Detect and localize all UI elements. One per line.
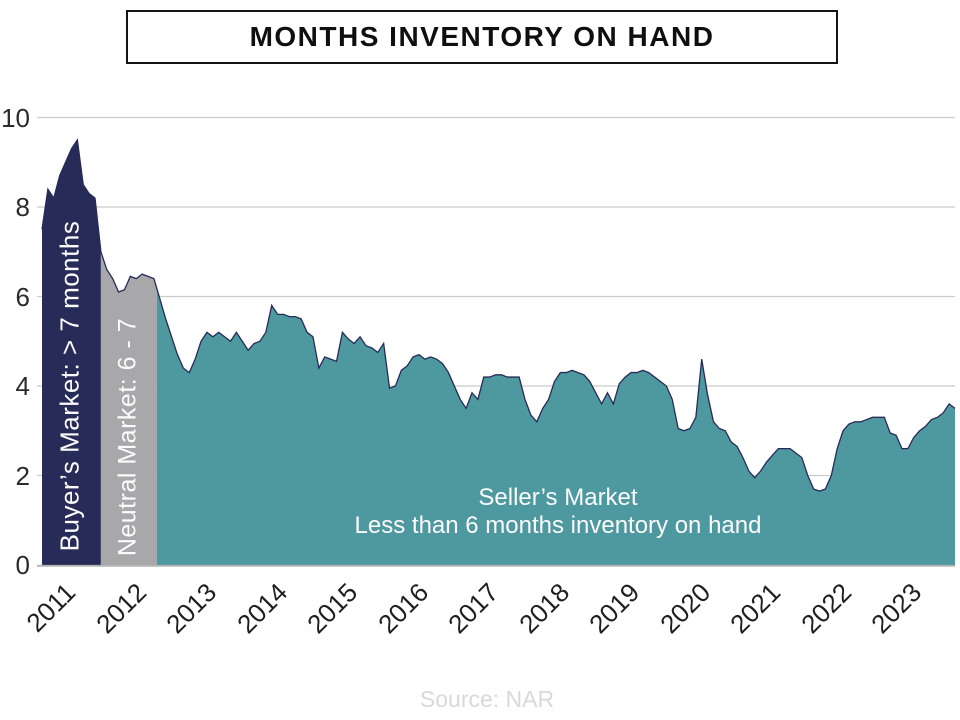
y-axis-tick-label-6: 6	[15, 281, 30, 312]
y-axis-tick-label-0: 0	[15, 550, 30, 580]
sellers-market-label: Seller’s Market Less than 6 months inven…	[355, 484, 762, 540]
y-axis-tick-label-10: 10	[1, 102, 30, 133]
area-chart-svg	[37, 116, 956, 567]
neutral-market-area	[100, 251, 157, 565]
buyers-market-label: Buyer’s Market: > 7 months	[54, 220, 85, 552]
sellers-market-label-line1: Seller’s Market	[478, 484, 638, 511]
y-axis-tick-label-4: 4	[15, 371, 30, 401]
sellers-market-area	[156, 288, 955, 565]
title-box: MONTHS INVENTORY ON HAND	[126, 10, 838, 64]
y-axis-tick-label-2: 2	[15, 460, 30, 491]
y-axis-tick-label-8: 8	[15, 192, 30, 222]
neutral-market-label: Neutral Market: 6 - 7	[113, 317, 142, 557]
page-title: MONTHS INVENTORY ON HAND	[249, 21, 715, 52]
trend-line	[41, 138, 956, 492]
sellers-market-label-line2: Less than 6 months inventory on hand	[354, 512, 762, 539]
buyers-market-area	[42, 139, 101, 565]
source-label: Source: NAR	[419, 686, 555, 712]
